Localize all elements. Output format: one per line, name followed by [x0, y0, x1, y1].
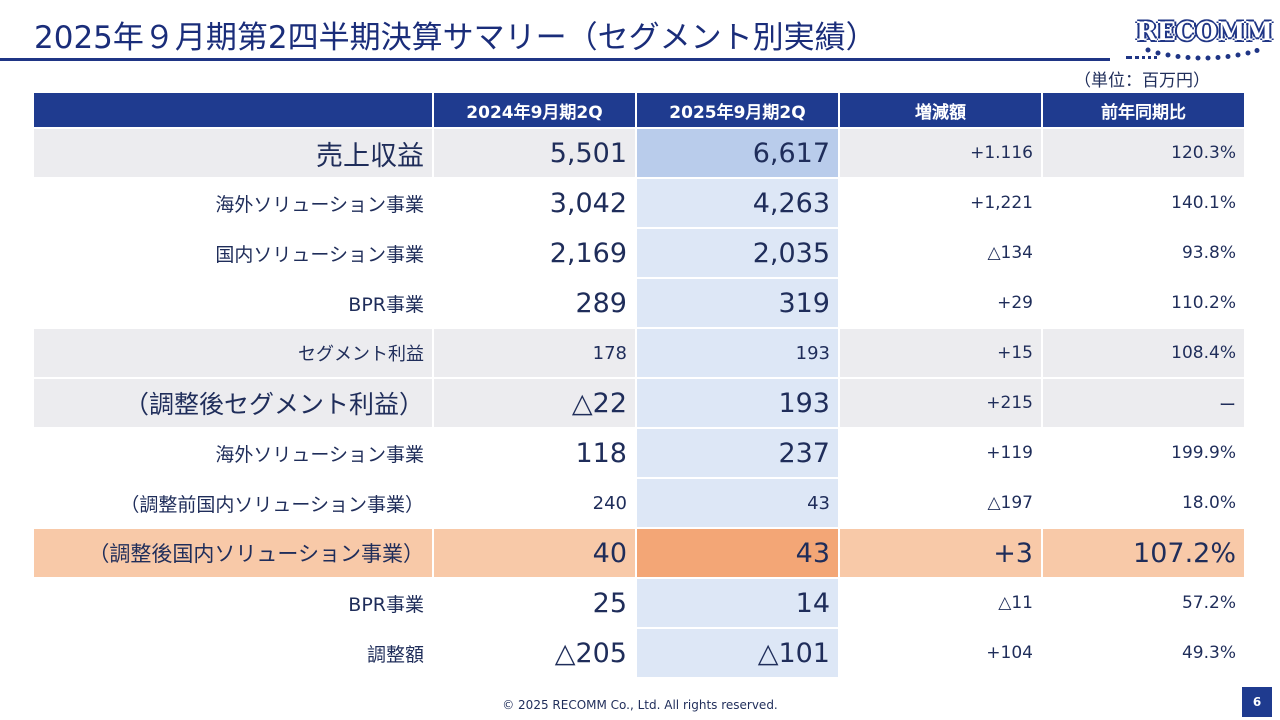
ratio-value: 108.4% [1042, 327, 1246, 379]
change-value: +215 [839, 377, 1043, 429]
header-current-period: 2025年9月期2Q [636, 93, 840, 128]
header-prev-period: 2024年9月期2Q [433, 93, 637, 128]
row-label: （調整後セグメント利益） [34, 377, 434, 429]
company-logo: RECOMM [1126, 14, 1273, 62]
change-value: +119 [839, 427, 1043, 479]
change-value: △11 [839, 577, 1043, 629]
prev-value: 178 [433, 327, 637, 379]
page-title: 2025年９月期第2四半期決算サマリー（セグメント別実績） [34, 20, 877, 56]
segment-summary-table: 2024年9月期2Q 2025年9月期2Q 増減額 前年同期比 売上収益 5,5… [34, 93, 1246, 679]
change-value: +104 [839, 627, 1043, 679]
current-value: △101 [636, 627, 840, 679]
page-number: 6 [1242, 687, 1272, 717]
row-label: 海外ソリューション事業 [34, 427, 434, 479]
table-row: BPR事業 25 14 △11 57.2% [34, 577, 1246, 629]
header-change-amount: 増減額 [839, 93, 1043, 128]
header-yoy-ratio: 前年同期比 [1042, 93, 1246, 128]
prev-value: 3,042 [433, 177, 637, 229]
prev-value: 240 [433, 477, 637, 529]
ratio-value: ー [1042, 377, 1246, 429]
table-row: BPR事業 289 319 +29 110.2% [34, 277, 1246, 329]
row-label: （調整後国内ソリューション事業） [34, 527, 434, 579]
change-value: +1,221 [839, 177, 1043, 229]
table-row: 国内ソリューション事業 2,169 2,035 △134 93.8% [34, 227, 1246, 279]
title-underline [0, 58, 1110, 61]
table-row: 海外ソリューション事業 3,042 4,263 +1,221 140.1% [34, 177, 1246, 229]
prev-value: 2,169 [433, 227, 637, 279]
prev-value: 289 [433, 277, 637, 329]
current-value: 319 [636, 277, 840, 329]
current-value: 237 [636, 427, 840, 479]
row-label: BPR事業 [34, 577, 434, 629]
row-label: 調整額 [34, 627, 434, 679]
change-value: △197 [839, 477, 1043, 529]
current-value: 14 [636, 577, 840, 629]
ratio-value: 140.1% [1042, 177, 1246, 229]
ratio-value: 49.3% [1042, 627, 1246, 679]
prev-value: 40 [433, 527, 637, 579]
prev-value: 5,501 [433, 127, 637, 179]
ratio-value: 110.2% [1042, 277, 1246, 329]
change-value: △134 [839, 227, 1043, 279]
ratio-value: 93.8% [1042, 227, 1246, 279]
current-value: 4,263 [636, 177, 840, 229]
table-header-row: 2024年9月期2Q 2025年9月期2Q 増減額 前年同期比 [34, 93, 1246, 128]
prev-value: 25 [433, 577, 637, 629]
table-row: 海外ソリューション事業 118 237 +119 199.9% [34, 427, 1246, 479]
change-value: +1.116 [839, 127, 1043, 179]
change-value: +15 [839, 327, 1043, 379]
ratio-value: 107.2% [1042, 527, 1246, 579]
logo-wordmark: RECOMM [1136, 17, 1273, 46]
row-label: セグメント利益 [34, 327, 434, 379]
ratio-value: 18.0% [1042, 477, 1246, 529]
header-label-column [34, 93, 434, 128]
unit-label: （単位：百万円） [1074, 71, 1210, 91]
table-row: （調整後セグメント利益） △22 193 +215 ー [34, 377, 1246, 429]
row-label: 海外ソリューション事業 [34, 177, 434, 229]
row-label: BPR事業 [34, 277, 434, 329]
table-row-highlighted: （調整後国内ソリューション事業） 40 43 +3 107.2% [34, 527, 1246, 579]
row-label: 売上収益 [34, 127, 434, 179]
change-value: +3 [839, 527, 1043, 579]
copyright-footer: © 2025 RECOMM Co., Ltd. All rights reser… [502, 698, 778, 712]
ratio-value: 120.3% [1042, 127, 1246, 179]
table-row: 売上収益 5,501 6,617 +1.116 120.3% [34, 127, 1246, 179]
row-label: 国内ソリューション事業 [34, 227, 434, 279]
table-row: セグメント利益 178 193 +15 108.4% [34, 327, 1246, 379]
prev-value: △22 [433, 377, 637, 429]
row-label: （調整前国内ソリューション事業） [34, 477, 434, 529]
ratio-value: 199.9% [1042, 427, 1246, 479]
ratio-value: 57.2% [1042, 577, 1246, 629]
current-value: 2,035 [636, 227, 840, 279]
logo-dots-decoration [1145, 47, 1260, 61]
current-value: 193 [636, 327, 840, 379]
current-value: 193 [636, 377, 840, 429]
current-value: 43 [636, 477, 840, 529]
prev-value: △205 [433, 627, 637, 679]
change-value: +29 [839, 277, 1043, 329]
current-value: 6,617 [636, 127, 840, 179]
logo-dashes-decoration [1126, 56, 1157, 59]
prev-value: 118 [433, 427, 637, 479]
table-row: （調整前国内ソリューション事業） 240 43 △197 18.0% [34, 477, 1246, 529]
current-value: 43 [636, 527, 840, 579]
table-row: 調整額 △205 △101 +104 49.3% [34, 627, 1246, 679]
